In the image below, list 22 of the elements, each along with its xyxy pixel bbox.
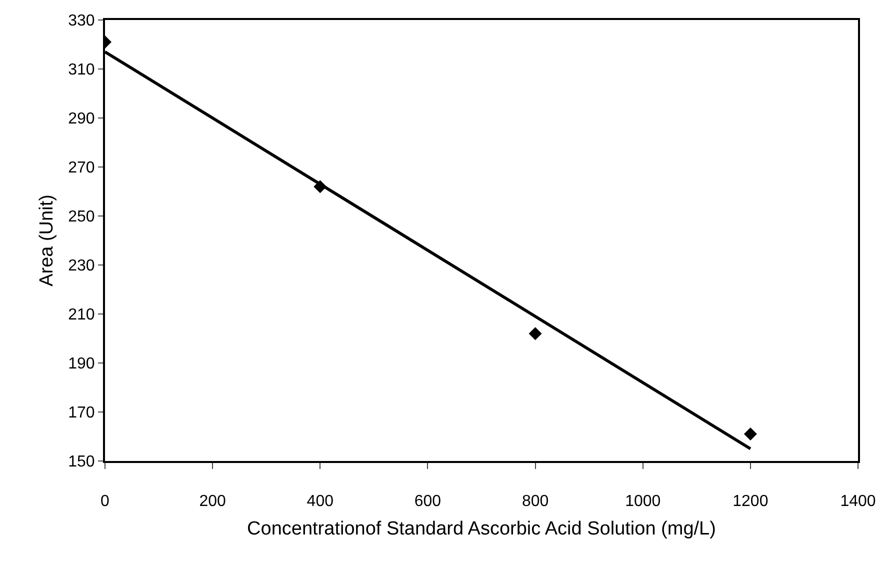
x-tick-label: 600: [414, 493, 442, 510]
y-tick-label: 250: [68, 208, 95, 226]
y-tick-label: 230: [68, 258, 95, 275]
y-axis-title: Area (Unit): [36, 194, 58, 286]
y-tick-label: 310: [68, 62, 95, 79]
x-tick-label: 400: [306, 493, 334, 510]
x-tick-label: 1000: [625, 493, 661, 510]
x-tick-label: 1200: [732, 493, 768, 510]
x-tick-label: 200: [199, 493, 226, 510]
point: [744, 428, 757, 441]
x-tick-label: 1400: [840, 493, 876, 510]
x-tick-label: 800: [522, 493, 549, 510]
x-axis-title: Concentrationof Standard Ascorbic Acid Solution (mg/L): [247, 518, 716, 540]
y-tick-label: 330: [68, 12, 95, 30]
y-tick-label: 190: [68, 356, 95, 373]
point: [528, 327, 542, 340]
y-tick-label: 150: [68, 454, 95, 471]
y-tick-label: 210: [68, 306, 95, 324]
x-tick-label: 0: [100, 493, 110, 510]
y-tick-label: 270: [68, 160, 95, 177]
y-tick-label: 170: [68, 404, 95, 422]
y-tick-label: 290: [68, 110, 95, 128]
